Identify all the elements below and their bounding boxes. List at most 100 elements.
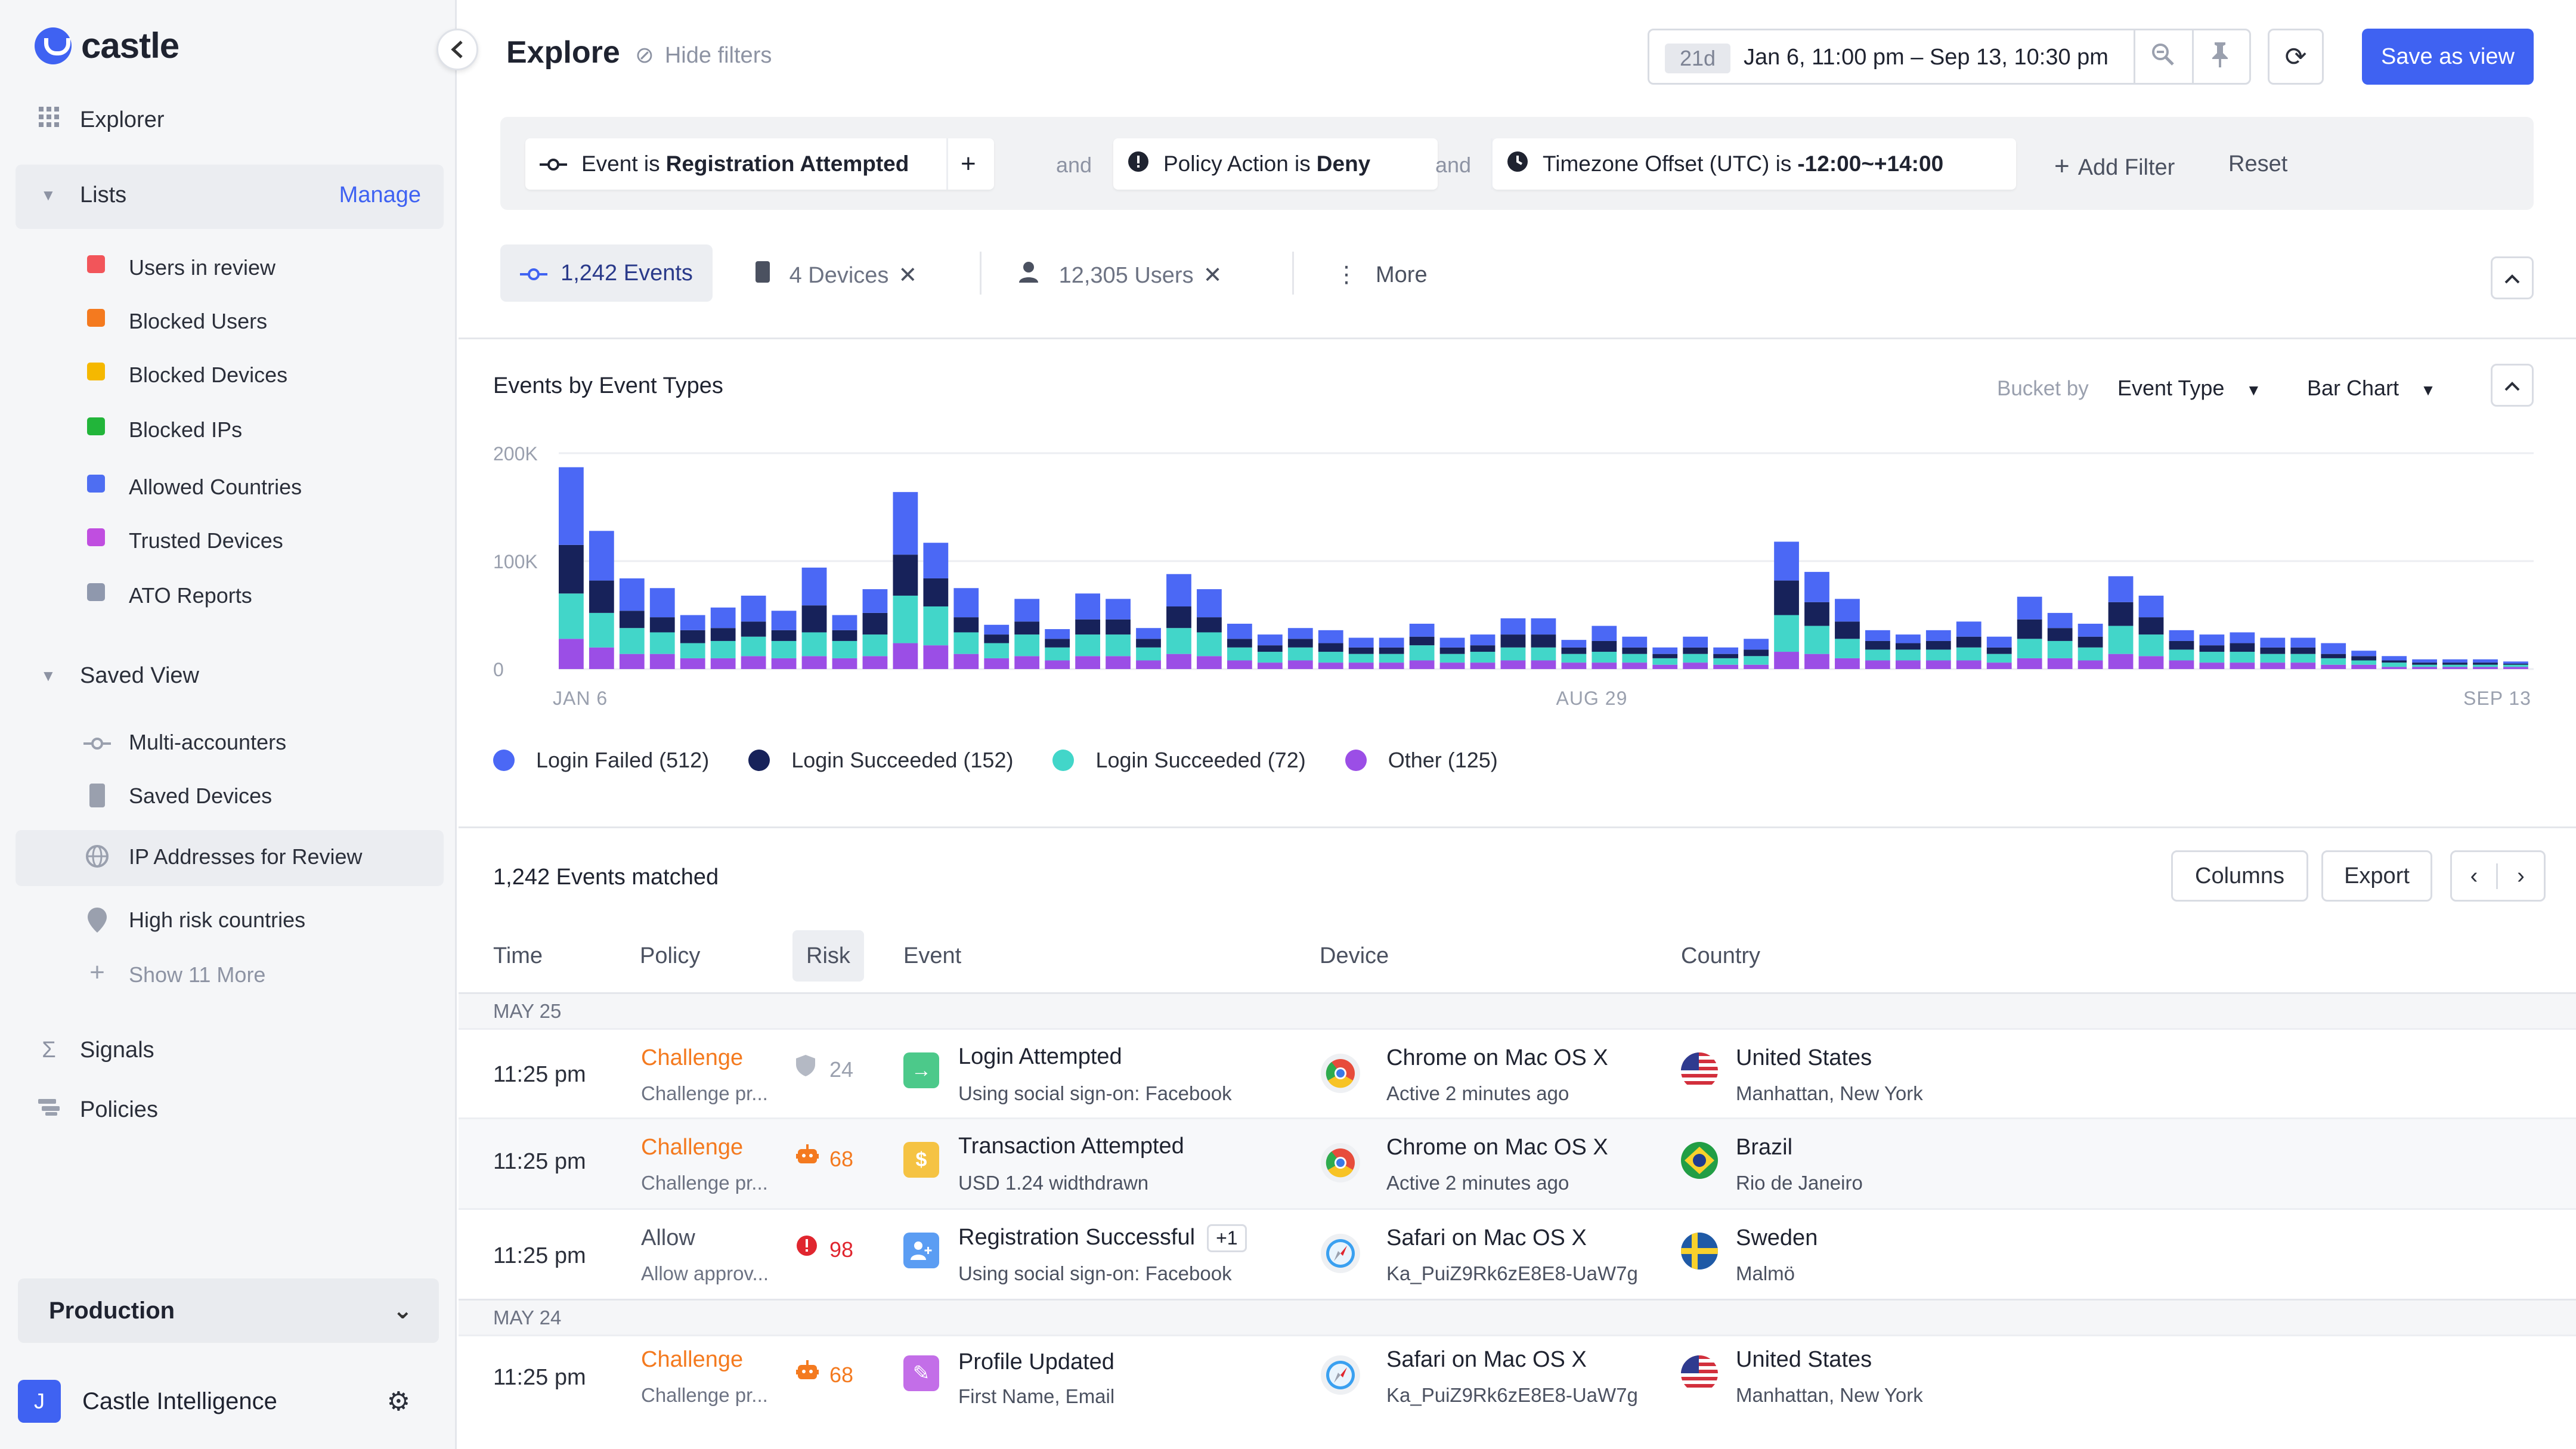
bar-segment[interactable] [1257,662,1283,669]
bar-segment[interactable] [1592,662,1617,669]
bar-segment[interactable] [2138,595,2164,618]
bar-segment[interactable] [1652,647,1678,654]
bar-segment[interactable] [1774,615,1799,652]
bar-segment[interactable] [1318,630,1343,643]
bar-segment[interactable] [2017,639,2042,658]
castle-logo[interactable]: castle [35,25,179,66]
bar-segment[interactable] [1470,645,1496,652]
bar-segment[interactable] [1925,660,1951,669]
add-filter-button[interactable]: + Add Filter [2054,151,2175,181]
bar-segment[interactable] [2230,643,2255,652]
bar-segment[interactable] [710,628,736,641]
bar-segment[interactable] [2290,637,2316,648]
bar-segment[interactable] [2199,634,2225,646]
bar-segment[interactable] [589,580,614,613]
bar-segment[interactable] [2321,658,2346,665]
bar-segment[interactable] [1531,634,1556,648]
bar-segment[interactable] [1804,626,1829,654]
bar-segment[interactable] [2503,664,2528,667]
bar-segment[interactable] [1986,636,2012,648]
bar-segment[interactable] [2169,640,2194,650]
bar-segment[interactable] [832,640,857,658]
tab-events[interactable]: 1,242 Events [500,244,713,302]
bar-segment[interactable] [619,611,645,628]
bar-segment[interactable] [2138,617,2164,635]
bar-segment[interactable] [1379,662,1404,669]
bar-segment[interactable] [1592,626,1617,641]
bar-segment[interactable] [2473,664,2498,667]
bar-segment[interactable] [1470,652,1496,663]
bar-segment[interactable] [2169,649,2194,661]
bar-segment[interactable] [2382,656,2407,661]
bar-segment[interactable] [1925,649,1951,661]
bar-segment[interactable] [680,630,705,643]
bar-segment[interactable] [923,645,949,669]
legend-item[interactable]: Login Succeeded (152) [748,748,1013,773]
bar-segment[interactable] [2017,619,2042,639]
bar-segment[interactable] [741,636,766,657]
bar-segment[interactable] [2473,659,2498,663]
column-header-device[interactable]: Device [1320,943,1389,968]
bar-segment[interactable] [984,658,1010,669]
bar-segment[interactable] [1500,618,1526,635]
bar-segment[interactable] [1804,602,1829,626]
bar-segment[interactable] [2382,667,2407,669]
bar-segment[interactable] [1956,621,1981,637]
bar-segment[interactable] [923,606,949,646]
bar-segment[interactable] [1166,606,1191,628]
columns-button[interactable]: Columns [2171,850,2308,902]
bar-segment[interactable] [2108,602,2134,626]
collapse-sidebar-button[interactable] [436,29,478,70]
bar-segment[interactable] [1348,662,1374,669]
date-range-picker[interactable]: 21d Jan 6, 11:00 pm – Sep 13, 10:30 pm [1648,29,2251,85]
bar-segment[interactable] [2351,651,2377,657]
bar-segment[interactable] [1956,647,1981,661]
bar-segment[interactable] [923,578,949,607]
bar-segment[interactable] [1592,652,1617,663]
bar-segment[interactable] [2321,654,2346,658]
bar-segment[interactable] [1257,652,1283,663]
bar-segment[interactable] [2351,660,2377,665]
bar-segment[interactable] [893,643,918,669]
bar-segment[interactable] [1744,664,1769,669]
bar-segment[interactable] [2260,662,2286,669]
pin-icon[interactable] [2199,42,2241,73]
extra-events-badge[interactable]: +1 [1207,1224,1247,1252]
bar-segment[interactable] [1075,593,1100,620]
bar-segment[interactable] [1652,654,1678,658]
bar-segment[interactable] [1895,649,1921,661]
bar-segment[interactable] [1925,640,1951,650]
bar-segment[interactable] [2077,623,2103,637]
bar-segment[interactable] [2260,637,2286,648]
bar-segment[interactable] [1409,636,1435,646]
bar-segment[interactable] [1895,634,1921,643]
bar-segment[interactable] [1318,662,1343,669]
bar-segment[interactable] [1713,664,1739,669]
zoom-out-icon[interactable] [2142,42,2184,72]
bar-segment[interactable] [589,647,614,669]
bar-segment[interactable] [2047,612,2073,628]
bar-segment[interactable] [801,605,827,633]
bar-segment[interactable] [801,632,827,657]
bar-segment[interactable] [2108,654,2134,669]
bar-segment[interactable] [2047,640,2073,658]
user-account[interactable]: J Castle Intelligence ⚙ [18,1377,439,1425]
column-header-policy[interactable]: Policy [640,943,701,968]
bar-segment[interactable] [1652,664,1678,669]
bar-segment[interactable] [953,632,979,654]
bar-segment[interactable] [2077,660,2103,669]
bar-segment[interactable] [1014,634,1040,657]
bar-segment[interactable] [559,593,584,639]
column-header-time[interactable]: Time [493,943,543,968]
bar-segment[interactable] [1106,634,1131,657]
nav-signals[interactable]: Σ Signals [0,1035,457,1065]
bar-segment[interactable] [1227,639,1252,648]
bar-segment[interactable] [2473,662,2498,665]
bar-segment[interactable] [1166,654,1191,669]
bar-segment[interactable] [1348,637,1374,648]
table-row[interactable]: 11:25 pm Challenge Challenge pr... 68 $ … [459,1117,2576,1208]
bar-segment[interactable] [1287,639,1313,648]
nav-explorer[interactable]: Explorer [0,105,457,135]
bar-segment[interactable] [1835,621,1860,639]
bar-segment[interactable] [619,628,645,654]
